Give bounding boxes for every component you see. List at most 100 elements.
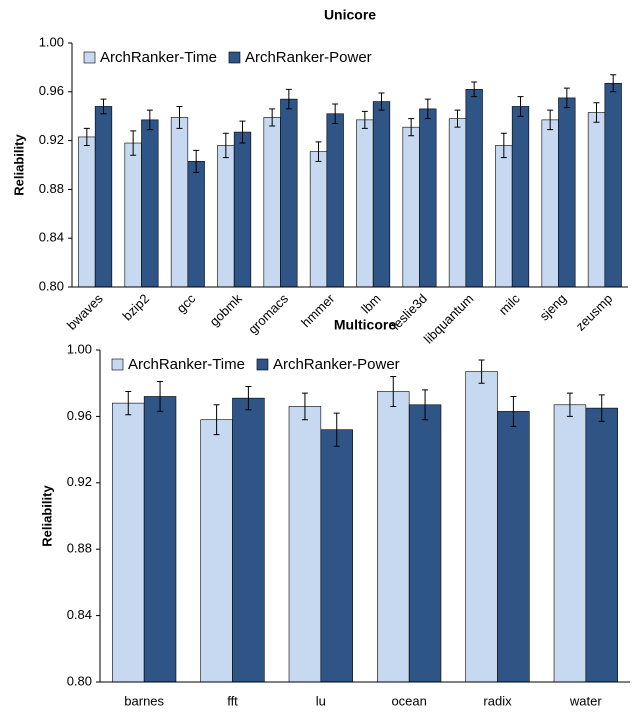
y-tick-label: 0.88: [39, 181, 64, 196]
error-bar: [315, 141, 322, 162]
bar: [377, 391, 410, 683]
bar: [419, 108, 437, 288]
legend-swatch: [111, 358, 124, 371]
x-tick-label: water: [569, 693, 602, 708]
y-tick-label: 0.96: [67, 408, 92, 423]
bar: [124, 142, 142, 288]
bar: [143, 396, 177, 683]
error-bar: [222, 132, 229, 159]
y-tick-label: 1.00: [67, 341, 92, 356]
bar: [448, 118, 467, 288]
bar: [511, 106, 530, 288]
bar: [141, 119, 159, 288]
y-tick-label: 0.84: [67, 607, 92, 622]
x-tick-label: lbm: [358, 291, 383, 316]
y-tick-label: 0.84: [39, 230, 64, 245]
bar: [309, 151, 328, 288]
x-tick-label: sjeng: [536, 291, 569, 324]
bar: [372, 101, 391, 288]
error-bar: [213, 404, 220, 436]
error-bar: [157, 381, 164, 412]
bar: [408, 404, 442, 683]
bar: [587, 112, 606, 288]
bar: [553, 404, 587, 683]
error-bar: [408, 118, 415, 137]
error-bar: [610, 74, 617, 93]
bar: [356, 119, 374, 288]
x-tick-label: gobmk: [207, 291, 246, 330]
y-axis-label: Reliability: [11, 134, 26, 196]
x-tick-label: gcc: [173, 291, 198, 316]
legend-label: ArchRanker-Power: [245, 49, 372, 66]
y-tick-label: 0.96: [39, 83, 64, 98]
y-tick-label: 1.00: [39, 34, 64, 49]
x-tick-label: hmmer: [298, 290, 338, 330]
x-tick-label: milc: [496, 291, 523, 318]
bar: [604, 82, 622, 288]
error-bar: [517, 96, 524, 117]
y-tick-label: 0.92: [67, 474, 92, 489]
bar: [232, 397, 265, 683]
bar: [170, 117, 189, 288]
bar: [558, 97, 576, 288]
bar: [495, 145, 513, 288]
x-tick-label: fft: [227, 693, 238, 708]
error-bar: [125, 391, 132, 416]
error-bar: [100, 98, 107, 115]
error-bar: [593, 102, 600, 123]
y-tick-label: 0.80: [39, 278, 64, 293]
error-bar: [378, 92, 385, 111]
bar: [187, 161, 205, 288]
error-bar: [285, 88, 292, 110]
x-tick-label: zeusmp: [573, 291, 616, 334]
error-bar: [422, 389, 429, 421]
chart-title: Multicore: [334, 317, 396, 333]
bar: [326, 113, 344, 288]
y-axis-label: Reliability: [39, 485, 54, 547]
bar: [497, 411, 530, 683]
error-bar: [245, 386, 252, 411]
error-bar: [361, 110, 368, 129]
error-bar: [478, 359, 485, 384]
legend-swatch: [83, 51, 96, 64]
x-tick-label: bwaves: [64, 291, 106, 333]
bar: [263, 117, 281, 288]
x-tick-label: radix: [483, 693, 512, 708]
y-tick-label: 0.80: [67, 673, 92, 688]
error-bar: [566, 392, 573, 417]
error-bar: [598, 394, 605, 422]
legend-label: ArchRanker-Time: [128, 356, 245, 373]
error-bar: [176, 105, 183, 129]
bar: [200, 419, 233, 683]
bar: [585, 407, 618, 683]
error-bar: [454, 109, 461, 128]
error-bar: [332, 103, 339, 125]
bar: [541, 119, 559, 288]
bar: [233, 131, 252, 288]
x-tick-label: lu: [316, 693, 326, 708]
error-bar: [390, 376, 397, 407]
error-bar: [510, 395, 517, 427]
error-bar: [563, 87, 570, 109]
x-tick-label: ocean: [391, 693, 426, 708]
bar: [402, 126, 420, 288]
error-bar: [301, 392, 308, 421]
legend-swatch: [256, 358, 269, 371]
error-bar: [193, 149, 200, 173]
y-tick-label: 0.88: [67, 541, 92, 556]
x-tick-label: libquantum: [421, 291, 477, 347]
error-bar: [146, 109, 153, 131]
bar: [465, 371, 498, 683]
x-tick-label: bzip2: [119, 291, 152, 324]
bar: [112, 402, 145, 683]
error-bar: [424, 98, 431, 120]
error-bar: [83, 127, 90, 146]
legend-swatch: [228, 51, 241, 64]
error-bar: [130, 130, 137, 156]
legend-label: ArchRanker-Power: [273, 356, 400, 373]
error-bar: [547, 109, 554, 131]
y-tick-label: 0.92: [39, 132, 64, 147]
legend-label: ArchRanker-Time: [100, 49, 217, 66]
error-bar: [500, 132, 507, 159]
error-bar: [471, 81, 478, 98]
